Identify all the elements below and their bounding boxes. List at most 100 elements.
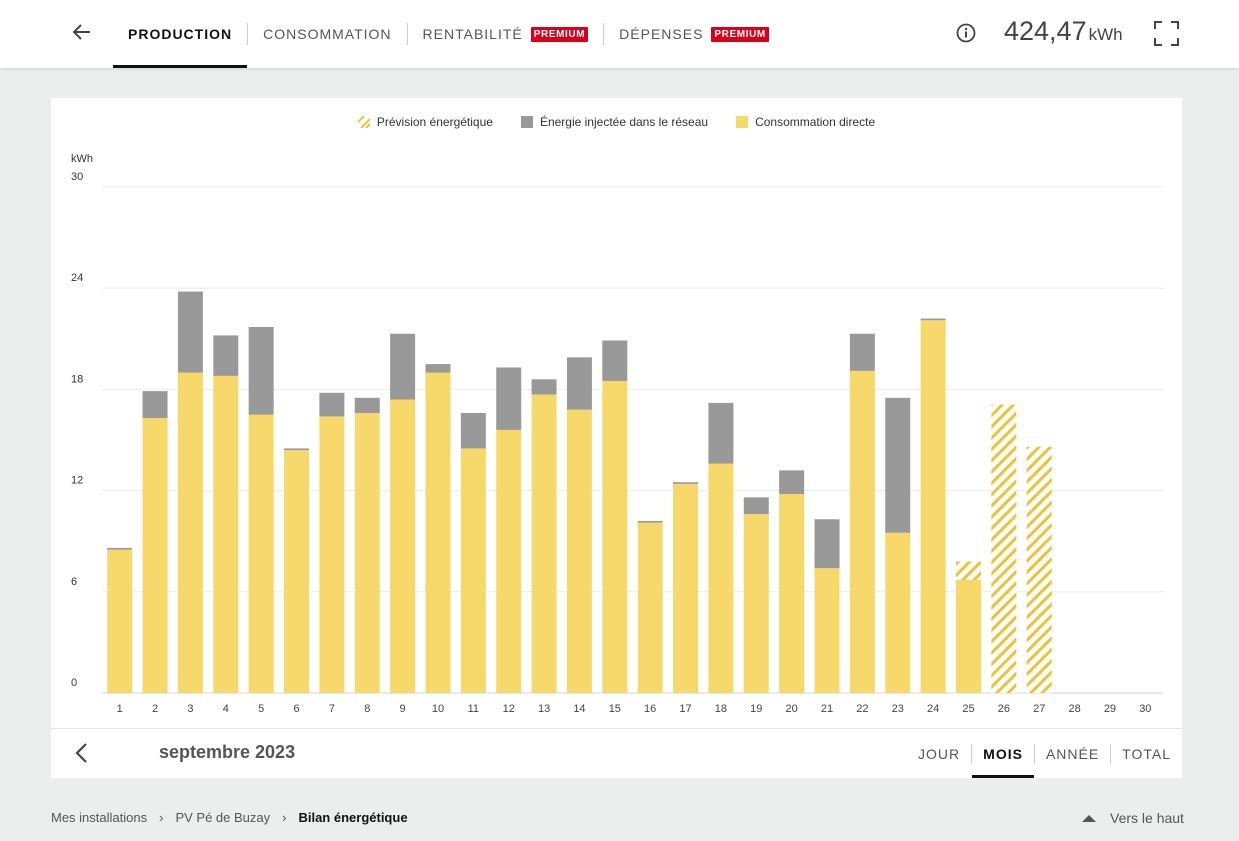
x-tick-label: 11 [468,703,479,715]
x-tick-label: 15 [609,703,621,715]
bar-direct-consumption[interactable] [885,532,911,693]
bar-grid-injection[interactable] [107,547,133,550]
bar-grid-injection[interactable] [708,402,734,464]
bar-direct-consumption[interactable] [425,372,451,693]
bar-direct-consumption[interactable] [319,416,345,693]
bar-grid-injection[interactable] [496,367,522,430]
bar-forecast[interactable] [1026,446,1052,693]
triangle-up-icon [1082,814,1096,822]
info-icon[interactable] [955,22,977,44]
legend-label: Prévision énergétique [376,115,493,129]
period-tab-jour[interactable]: JOUR [907,729,971,778]
yellow-swatch-icon [736,116,749,128]
bar-grid-injection[interactable] [531,379,557,395]
tab-divider [406,23,408,45]
top-bar: PRODUCTION CONSOMMATION RENTABILITÉ PREMI… [0,0,1239,68]
bar-direct-consumption[interactable] [920,320,946,693]
period-tab-mois[interactable]: MOIS [972,729,1034,778]
y-tick-label: 6 [71,576,77,588]
tab-divider [971,743,973,764]
bar-direct-consumption[interactable] [142,418,168,693]
legend-item-injected[interactable]: Énergie injectée dans le réseau [520,115,708,129]
breadcrumb-item-installations[interactable]: Mes installations [51,810,148,825]
bar-direct-consumption[interactable] [107,549,133,693]
tab-rentabilite-label: RENTABILITÉ [422,26,523,42]
y-tick-label: 30 [71,171,83,183]
total-production: 424,47 kWh [1004,16,1123,47]
bar-direct-consumption[interactable] [213,375,239,693]
bar-grid-injection[interactable] [885,397,911,533]
period-tab-label: TOTAL [1122,745,1171,762]
period-tab-total[interactable]: TOTAL [1111,729,1182,778]
period-tab-label: ANNÉE [1045,745,1100,762]
x-tick-label: 16 [644,703,656,715]
x-tick-label: 3 [187,703,193,715]
bar-grid-injection[interactable] [743,497,769,515]
bar-grid-injection[interactable] [284,448,310,451]
bar-direct-consumption[interactable] [531,394,557,693]
bar-direct-consumption[interactable] [743,514,769,693]
legend-item-forecast[interactable]: Prévision énergétique [357,115,493,129]
bar-grid-injection[interactable] [425,364,451,373]
bar-direct-consumption[interactable] [496,429,522,693]
bar-grid-injection[interactable] [602,340,628,381]
breadcrumb-item-installation[interactable]: PV Pé de Buzay [175,810,271,825]
bar-direct-consumption[interactable] [955,579,981,693]
bar-direct-consumption[interactable] [460,448,486,693]
bar-grid-injection[interactable] [390,333,416,400]
x-tick-label: 12 [503,703,515,715]
bar-grid-injection[interactable] [920,318,946,321]
bar-forecast[interactable] [955,561,981,580]
x-tick-label: 1 [117,703,123,715]
bar-direct-consumption[interactable] [566,409,592,693]
y-tick-label: 18 [71,373,83,385]
tab-rentabilite[interactable]: RENTABILITÉ PREMIUM [408,0,604,68]
tab-production[interactable]: PRODUCTION [113,0,248,68]
bar-direct-consumption[interactable] [814,568,840,693]
x-tick-label: 21 [821,703,833,715]
premium-badge: PREMIUM [530,26,589,42]
bar-grid-injection[interactable] [248,326,274,415]
x-tick-label: 20 [786,703,798,715]
bar-direct-consumption[interactable] [284,450,310,693]
x-tick-label: 13 [538,703,550,715]
bar-grid-injection[interactable] [566,357,592,410]
bar-forecast[interactable] [991,404,1017,693]
bar-grid-injection[interactable] [814,519,840,569]
bar-grid-injection[interactable] [213,335,239,376]
bar-direct-consumption[interactable] [637,522,663,693]
bar-grid-injection[interactable] [319,392,345,417]
x-tick-label: 2 [152,703,158,715]
y-tick-label: 24 [71,272,83,284]
period-tab-annee[interactable]: ANNÉE [1035,729,1110,778]
bar-grid-injection[interactable] [849,333,875,371]
y-tick-label: 12 [71,475,83,487]
main-tabs: PRODUCTION CONSOMMATION RENTABILITÉ PREMI… [113,0,784,68]
back-arrow-icon[interactable] [68,18,96,46]
bar-grid-injection[interactable] [637,520,663,523]
bar-direct-consumption[interactable] [177,372,203,693]
bar-grid-injection[interactable] [779,470,805,494]
bar-direct-consumption[interactable] [849,370,875,693]
back-to-top-link[interactable]: Vers le haut [1082,810,1184,826]
tab-consommation[interactable]: CONSOMMATION [248,0,406,68]
bar-grid-injection[interactable] [354,397,380,414]
bar-direct-consumption[interactable] [248,414,274,693]
bar-grid-injection[interactable] [142,391,168,419]
fullscreen-icon[interactable] [1154,21,1179,46]
bar-direct-consumption[interactable] [673,483,699,693]
previous-month-chevron-icon[interactable] [71,741,93,765]
bar-direct-consumption[interactable] [390,399,416,693]
bar-direct-consumption[interactable] [779,493,805,693]
current-period-label: septembre 2023 [159,742,296,762]
gray-swatch-icon [520,116,533,128]
bar-direct-consumption[interactable] [708,463,734,693]
tab-depenses[interactable]: DÉPENSES PREMIUM [604,0,784,68]
bar-direct-consumption[interactable] [602,380,628,693]
bar-grid-injection[interactable] [673,482,699,484]
bar-grid-injection[interactable] [177,291,203,373]
bar-direct-consumption[interactable] [354,413,380,693]
x-tick-label: 4 [223,703,229,715]
legend-item-direct[interactable]: Consommation directe [736,115,875,129]
bar-grid-injection[interactable] [460,413,486,449]
